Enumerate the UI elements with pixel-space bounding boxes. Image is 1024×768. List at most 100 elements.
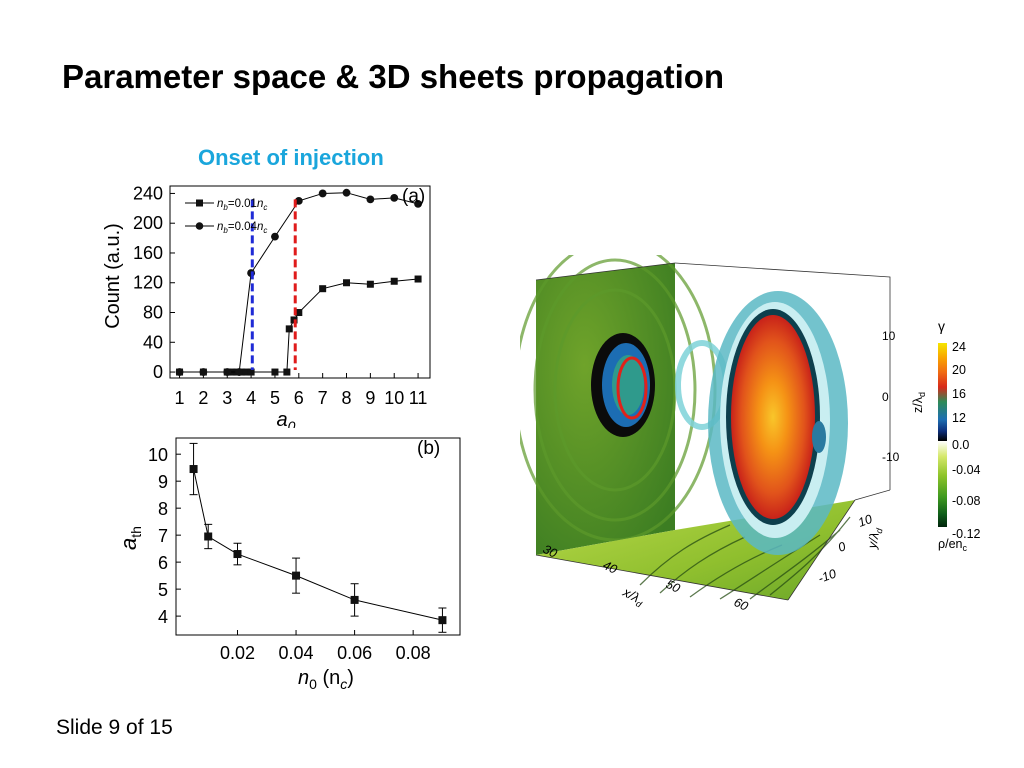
chart-b-marks xyxy=(189,442,447,633)
legend-entry-2: nb=0.04nc xyxy=(217,221,267,235)
data-point-square xyxy=(271,368,279,376)
chart-b: 0.02 0.04 0.06 0.08 4 5 6 7 8 9 10 (b) ath n0 (nc) xyxy=(116,437,461,692)
data-point-circle xyxy=(235,368,244,376)
density-tick-label: -0.08 xyxy=(952,494,981,508)
density-tick-label: 0.0 xyxy=(952,438,969,452)
chart-b-axes xyxy=(175,437,461,636)
y-tick-label: 7 xyxy=(158,526,168,546)
box-edges xyxy=(535,262,891,601)
x-tick-label: 50 xyxy=(664,577,683,596)
chart-a-ylabel: Count (a.u.) xyxy=(102,223,124,329)
gamma-tick-label: 20 xyxy=(952,363,966,377)
gamma-tick-label: 12 xyxy=(952,411,966,425)
x-tick-label: 0.08 xyxy=(396,643,431,663)
data-point-square xyxy=(247,368,255,376)
x-axis-label: x/λd xyxy=(619,584,648,610)
z-axis-label: z/λd xyxy=(911,392,927,413)
data-point-circle xyxy=(366,195,375,204)
data-point-square xyxy=(233,550,242,559)
chart-a-marks xyxy=(175,188,422,376)
x-tick-label: 40 xyxy=(601,558,620,577)
legend-square-marker xyxy=(196,199,203,207)
density-tick-label: -0.12 xyxy=(952,527,981,541)
series-line xyxy=(193,468,443,621)
data-point-circle xyxy=(199,368,208,376)
hot-electron-sheet xyxy=(731,315,815,519)
chart-a: 1 2 3 4 5 6 7 8 9 10 11 0 40 80 120 160 200 240 (a) nb=0.… xyxy=(102,183,431,428)
density-tick-label: -0.04 xyxy=(952,463,981,477)
x-axis-ticks: 30 40 50 60 xyxy=(541,542,751,614)
z-axis-ticks: 10 0 -10 xyxy=(882,329,900,464)
data-point-circle xyxy=(342,188,351,197)
x-tick-label: 0.04 xyxy=(279,643,314,663)
y-axis-label: y/λd xyxy=(865,526,885,551)
x-tick-label: 10 xyxy=(384,388,404,408)
x-tick-label: 60 xyxy=(732,595,751,614)
data-point-circle xyxy=(175,368,184,376)
z-tick-label: 0 xyxy=(882,390,889,404)
y-tick-label: 8 xyxy=(158,499,168,519)
x-tick-label: 7 xyxy=(318,388,328,408)
series-line-1 xyxy=(179,278,419,373)
y-tick-label: 0 xyxy=(836,539,847,555)
y-tick-label: 6 xyxy=(158,553,168,573)
x-tick-label: 5 xyxy=(270,388,280,408)
x-tick-label: 9 xyxy=(365,388,375,408)
data-point-square xyxy=(204,532,213,541)
x-tick-label: 6 xyxy=(294,388,304,408)
wall-red-ring xyxy=(616,356,648,420)
data-point-circle xyxy=(390,194,399,202)
z-tick-label: 10 xyxy=(882,329,896,343)
chart-b-xlabel: n0 (nc) xyxy=(298,667,354,692)
data-point-circle xyxy=(271,232,279,241)
chart-b-ylabel: ath xyxy=(116,526,144,550)
y-tick-label: 200 xyxy=(133,213,163,233)
data-point-square xyxy=(292,571,301,580)
x-tick-label: 4 xyxy=(246,388,256,408)
chart-a-axes xyxy=(169,185,431,379)
chart-a-ticks: 1 2 3 4 5 6 7 8 9 10 11 0 40 80 120 160 200 240 xyxy=(133,183,427,408)
data-point-square xyxy=(295,309,303,317)
slide-footer: Slide 9 of 15 xyxy=(56,716,173,739)
slide-title: Parameter space & 3D sheets propagation xyxy=(62,58,725,95)
y-tick-label: 9 xyxy=(158,472,168,492)
x-tick-label: 0.06 xyxy=(337,643,372,663)
data-point-square xyxy=(242,368,250,376)
data-point-square xyxy=(283,368,291,376)
x-tick-label: 2 xyxy=(198,388,208,408)
x-tick-label: 8 xyxy=(342,388,352,408)
chart-a-panel-label: (a) xyxy=(402,186,425,207)
x-tick-label: 3 xyxy=(222,388,232,408)
gamma-tick-label: 16 xyxy=(952,387,966,401)
chart-a-legend: nb=0.01nc nb=0.04nc xyxy=(185,198,267,235)
chart-a-xlabel: a0 xyxy=(277,409,296,428)
chart-caption: Onset of injection xyxy=(198,145,384,170)
gamma-tick-label: 24 xyxy=(952,340,966,354)
y-tick-label: 40 xyxy=(143,332,163,352)
y-tick-label: 10 xyxy=(148,445,168,465)
y-tick-label: 120 xyxy=(133,273,163,293)
data-point-square xyxy=(390,277,398,285)
data-point-square xyxy=(285,325,293,333)
y-tick-label: 10 xyxy=(856,512,874,530)
y-tick-label: 5 xyxy=(158,580,168,600)
data-point-square xyxy=(189,465,198,474)
data-point-square xyxy=(319,285,327,293)
y-tick-label: -10 xyxy=(816,566,838,585)
y-tick-label: 4 xyxy=(158,607,168,627)
y-tick-label: 160 xyxy=(133,243,163,263)
x-tick-label: 0.02 xyxy=(220,643,255,663)
data-point-square xyxy=(414,275,422,283)
chart-b-ticks: 0.02 0.04 0.06 0.08 4 5 6 7 8 9 10 xyxy=(148,445,431,663)
series-line-2 xyxy=(179,192,419,373)
density-colorbar xyxy=(938,441,947,527)
colorbar-ticks: 24 20 16 12 0.0 -0.04 -0.08 -0.12 xyxy=(952,340,981,541)
chart-b-panel-label: (b) xyxy=(417,438,440,459)
legend-circle-marker xyxy=(195,222,204,230)
y-axis-ticks: 10 0 -10 xyxy=(816,512,874,586)
y-tick-label: 240 xyxy=(133,183,163,203)
data-point-square xyxy=(350,595,359,604)
data-point-circle xyxy=(318,189,327,198)
gamma-colorbar xyxy=(938,343,947,441)
x-tick-label: 30 xyxy=(541,542,560,561)
